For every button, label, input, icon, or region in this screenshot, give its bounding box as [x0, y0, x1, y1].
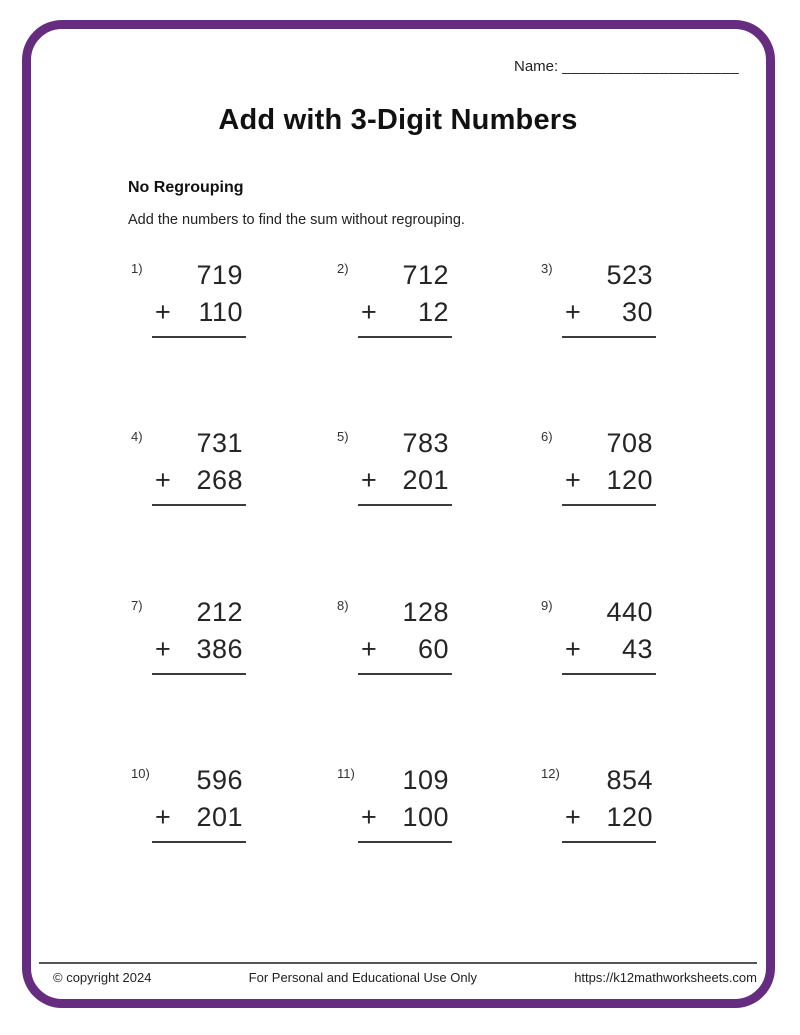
- problem-number: 9): [541, 597, 553, 613]
- answer-line: [152, 504, 246, 507]
- addend-top: 128: [402, 596, 449, 627]
- addend-bottom: 12: [417, 297, 449, 327]
- addend-top: 854: [606, 764, 653, 795]
- addend-top: 109: [402, 764, 449, 795]
- problem-9: 9) 440 + 43: [541, 594, 747, 762]
- problem-2: 2) 712 + 12: [337, 257, 541, 425]
- section-heading: No Regrouping: [128, 179, 244, 196]
- problem-6: 6) 708 + 120: [541, 425, 747, 593]
- addend-top: 719: [196, 260, 243, 290]
- answer-line: [152, 672, 246, 675]
- addend-top: 440: [606, 596, 653, 627]
- answer-line: [152, 336, 246, 338]
- answer-line: [358, 840, 452, 843]
- plus-operator: +: [155, 465, 172, 496]
- addend-top: 708: [606, 428, 653, 459]
- footer-copyright: © copyright 2024: [53, 970, 152, 985]
- problem-4: 4) 731 + 268: [131, 425, 337, 593]
- addend-top: 596: [196, 764, 243, 795]
- problem-number: 10): [131, 765, 150, 781]
- plus-operator: +: [361, 633, 378, 664]
- page-title: Add with 3-Digit Numbers: [218, 104, 578, 136]
- addend-bottom: 201: [402, 465, 449, 496]
- addend-top: 783: [402, 428, 449, 459]
- name-field-row: Name: ____________________: [514, 58, 739, 75]
- answer-line: [562, 672, 656, 675]
- answer-line: [358, 336, 452, 338]
- addend-bottom: 110: [198, 297, 243, 327]
- problem-number: 4): [131, 429, 143, 445]
- answer-line: [152, 840, 246, 843]
- plus-operator: +: [155, 297, 172, 327]
- answer-line: [562, 336, 656, 338]
- plus-operator: +: [565, 801, 582, 832]
- addend-bottom: 60: [417, 633, 449, 664]
- footer-website-link[interactable]: https://k12mathworksheets.com: [574, 970, 757, 985]
- problem-number: 11): [337, 765, 355, 781]
- problem-number: 5): [337, 429, 349, 445]
- problem-12: 12) 854 + 120: [541, 762, 747, 930]
- addend-bottom: 100: [402, 801, 449, 832]
- addend-top: 731: [196, 428, 243, 459]
- plus-operator: +: [155, 633, 172, 664]
- plus-operator: +: [361, 465, 378, 496]
- problems-grid: 1) 719 + 110 2) 712 + 12 3) 523 + 30: [131, 257, 747, 930]
- problem-number: 6): [541, 429, 553, 445]
- problem-number: 1): [131, 261, 143, 276]
- page-footer: © copyright 2024 For Personal and Educat…: [39, 962, 757, 985]
- plus-operator: +: [565, 633, 582, 664]
- name-label: Name:: [514, 58, 559, 75]
- plus-operator: +: [361, 801, 378, 832]
- addend-top: 712: [402, 260, 449, 290]
- addend-bottom: 120: [606, 801, 653, 832]
- problem-11: 11) 109 + 100: [337, 762, 541, 930]
- problem-number: 7): [131, 597, 143, 613]
- addend-bottom: 43: [621, 633, 653, 664]
- addend-bottom: 201: [196, 801, 243, 832]
- addend-top: 212: [196, 596, 243, 627]
- problem-8: 8) 128 + 60: [337, 594, 541, 762]
- problem-number: 12): [541, 765, 560, 781]
- problem-5: 5) 783 + 201: [337, 425, 541, 593]
- problem-3: 3) 523 + 30: [541, 257, 747, 425]
- addend-bottom: 386: [196, 633, 243, 664]
- plus-operator: +: [155, 801, 172, 832]
- answer-line: [562, 840, 656, 843]
- problem-number: 8): [337, 597, 349, 613]
- problem-7: 7) 212 + 386: [131, 594, 337, 762]
- problem-10: 10) 596 + 201: [131, 762, 337, 930]
- addend-bottom: 268: [196, 465, 243, 496]
- answer-line: [358, 504, 452, 507]
- problem-1: 1) 719 + 110: [131, 257, 337, 425]
- footer-usage-note: For Personal and Educational Use Only: [248, 970, 478, 985]
- problem-number: 2): [337, 261, 349, 276]
- page-border: [22, 20, 775, 1008]
- addend-bottom: 30: [621, 297, 653, 327]
- plus-operator: +: [565, 465, 582, 496]
- addend-bottom: 120: [606, 465, 653, 496]
- problem-number: 3): [541, 261, 553, 276]
- answer-line: [358, 672, 452, 675]
- name-blank-line: ____________________: [562, 58, 740, 75]
- plus-operator: +: [361, 297, 378, 327]
- answer-line: [562, 504, 656, 507]
- addend-top: 523: [606, 260, 653, 290]
- instructions-text: Add the numbers to find the sum without …: [128, 212, 465, 228]
- plus-operator: +: [565, 297, 582, 327]
